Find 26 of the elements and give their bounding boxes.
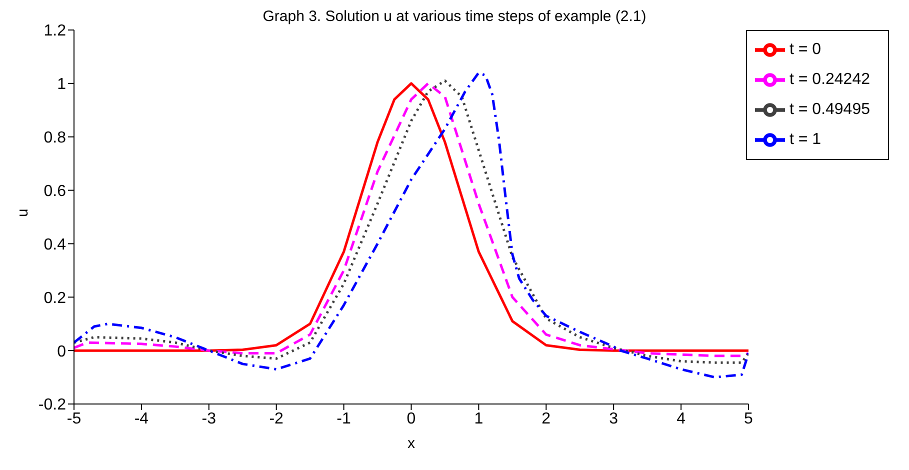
y-tick-label: 0.4 [44, 236, 66, 254]
x-tick-label: -5 [66, 410, 82, 428]
legend-label: t = 0.49495 [789, 101, 870, 118]
chart-title: Graph 3. Solution u at various time steps of example (2.1) [262, 8, 646, 25]
y-tick-label: 1 [57, 76, 66, 94]
x-tick-label: 3 [609, 410, 618, 428]
y-tick-label: 0.6 [44, 182, 66, 200]
y-tick-label: -0.2 [38, 396, 66, 414]
x-tick-label: 5 [744, 410, 754, 428]
x-axis-title: x [407, 435, 416, 452]
x-tick-label: -1 [336, 410, 352, 428]
x-tick-label: 0 [406, 410, 416, 428]
y-axis-title: u [14, 208, 32, 217]
y-tick-label: 1.2 [44, 22, 66, 40]
x-tick-label: -4 [134, 410, 149, 428]
x-tick-label: 2 [542, 410, 551, 428]
legend-label: t = 0.24242 [789, 71, 870, 88]
legend-label: t = 0 [789, 41, 822, 58]
y-tick-label: 0 [57, 343, 66, 360]
y-tick-label: 0.8 [44, 130, 66, 147]
y-tick-label: 0.2 [44, 290, 66, 307]
x-tick-label: 1 [474, 410, 484, 428]
x-tick-label: -3 [202, 410, 216, 428]
x-tick-label: -2 [269, 410, 284, 428]
legend-label: t = 1 [789, 131, 822, 148]
x-tick-label: 4 [676, 410, 686, 428]
